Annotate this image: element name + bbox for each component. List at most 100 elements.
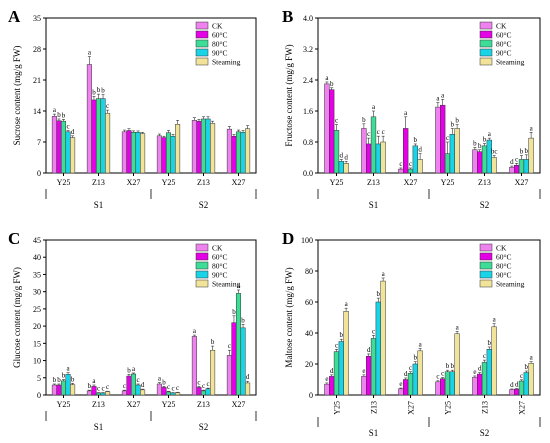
bar — [477, 151, 483, 174]
legend-label: Steaming — [496, 280, 525, 289]
bar — [161, 137, 167, 174]
x-tick-label: X27 — [515, 178, 529, 187]
bar — [380, 141, 386, 174]
significance-letter: c — [483, 352, 486, 360]
legend-swatch — [195, 279, 209, 288]
significance-letter: b — [362, 116, 366, 124]
legend-label: 90°C — [496, 49, 512, 58]
y-tick-label: 1.6 — [303, 107, 313, 116]
significance-letter: b — [92, 88, 96, 96]
bar — [412, 363, 418, 396]
significance-letter: b — [525, 147, 529, 155]
panel-a: A 0 7 14 21 28 35 Sucrose content (mg/g FW) Y25 Z… — [8, 7, 257, 210]
bar — [196, 387, 202, 396]
legend-swatch — [195, 270, 209, 279]
significance-letter: a — [419, 341, 423, 349]
significance-letter: b — [525, 363, 529, 371]
bar — [449, 371, 455, 396]
bar — [454, 128, 460, 174]
significance-letter: a — [530, 354, 534, 362]
bar — [361, 128, 367, 174]
bar — [140, 133, 146, 174]
legend-swatch — [195, 252, 209, 261]
bar — [226, 355, 232, 396]
y-tick-label: 14 — [33, 107, 41, 116]
significance-letter: a — [53, 106, 57, 114]
bar — [95, 392, 102, 396]
y-tick-label: 100 — [301, 236, 313, 245]
y-tick-label: 0.0 — [303, 169, 313, 178]
bar — [338, 341, 344, 396]
bar — [205, 388, 211, 396]
significance-letter: b — [414, 136, 418, 144]
x-tick-label: Z13 — [370, 401, 379, 414]
legend-swatch — [479, 279, 493, 288]
significance-letter: a — [132, 365, 136, 373]
significance-letter: d — [367, 346, 371, 354]
significance-letter: a — [488, 130, 492, 138]
group-label: S1 — [94, 200, 104, 210]
significance-letter: d — [340, 151, 344, 159]
legend-label: CK — [212, 22, 223, 31]
panel-d: D 0 20 40 60 80 100 Maltose content (mg/g FW) Y2… — [282, 229, 541, 438]
bar — [403, 128, 409, 174]
significance-letter: b — [414, 354, 418, 362]
significance-letter: a — [382, 270, 386, 278]
legend-label: 60°C — [496, 253, 512, 262]
legend-label: 60°C — [496, 31, 512, 40]
significance-letter: b — [520, 148, 524, 156]
bar — [417, 350, 423, 396]
plot-frame — [45, 239, 257, 396]
bar — [105, 391, 111, 396]
bar — [121, 131, 127, 174]
significance-letter: c — [97, 385, 100, 393]
panel-c: C 0 5 10 15 20 25 30 35 40 45 Glucose content (mg/g… — [8, 229, 257, 432]
significance-letter: b — [62, 111, 66, 119]
significance-letter: c — [409, 160, 412, 168]
bar — [91, 386, 97, 396]
x-tick-label: Z13 — [197, 400, 210, 409]
significance-letter: e — [325, 375, 328, 383]
significance-letter: d — [330, 367, 334, 375]
x-tick-label: X27 — [407, 401, 416, 415]
significance-letter: c — [171, 385, 174, 393]
significance-letter: b — [451, 120, 455, 128]
bar — [156, 135, 162, 174]
bar — [528, 362, 534, 396]
significance-letter: c — [367, 130, 370, 138]
significance-letter: c — [515, 155, 518, 163]
significance-letter: c — [409, 364, 412, 372]
y-tick-label: 40 — [33, 253, 41, 262]
panel-letter: B — [282, 7, 293, 26]
x-tick-label: Y25 — [330, 178, 344, 187]
x-tick-label: Y25 — [57, 178, 71, 187]
significance-letter: b — [57, 111, 61, 119]
legend-swatch — [195, 30, 209, 39]
bar — [398, 388, 404, 396]
bar — [170, 135, 176, 174]
y-tick-label: 10 — [33, 357, 41, 366]
significance-letter: bc — [491, 148, 498, 156]
significance-letter: b — [97, 86, 101, 94]
significance-letter: d — [510, 158, 514, 166]
y-tick-label: 0 — [37, 169, 41, 178]
bar — [126, 130, 132, 174]
bar — [444, 371, 451, 396]
bar — [245, 128, 251, 174]
significance-letter: b — [455, 117, 459, 125]
panel-letter: A — [8, 7, 21, 26]
x-tick-label: Z13 — [481, 401, 490, 414]
y-tick-label: 4.0 — [303, 14, 313, 23]
bar — [491, 157, 497, 174]
bar — [324, 83, 330, 174]
significance-letter: c — [197, 378, 200, 386]
legend-swatch — [479, 243, 493, 252]
x-tick-label: Y25 — [441, 178, 455, 187]
bar — [175, 124, 181, 174]
bar — [100, 98, 106, 174]
significance-letter: c — [382, 128, 385, 136]
bar — [514, 165, 520, 174]
significance-letter: c — [136, 376, 139, 384]
bar — [523, 372, 529, 396]
